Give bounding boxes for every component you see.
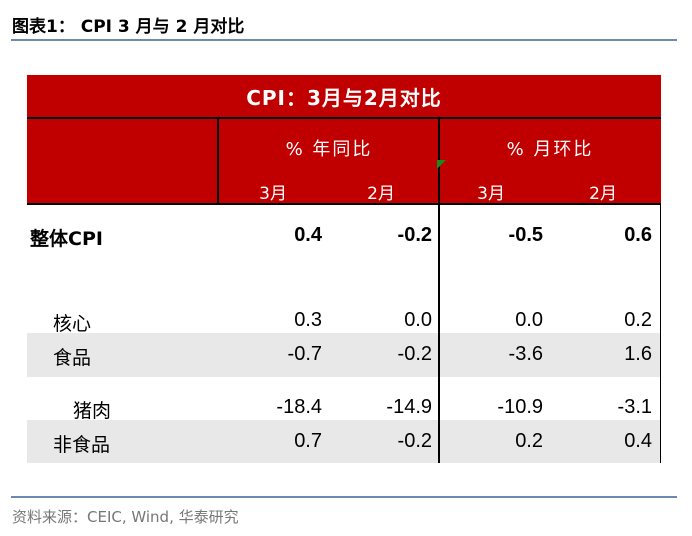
cell: 0.2: [624, 309, 652, 331]
cell: 0.3: [294, 309, 322, 331]
row-label: 猪肉: [73, 400, 112, 422]
cell: -14.9: [386, 396, 432, 418]
table-row: 整体CPI 0.4 -0.2 -0.5 0.6: [27, 214, 661, 257]
cell: 1.6: [624, 343, 652, 365]
cell: -3.6: [508, 343, 543, 365]
cell: 0.7: [294, 430, 322, 452]
table-header: % 年同比 % 月环比 3月 2月 3月 2月: [27, 117, 661, 205]
subheader: 3月: [259, 184, 287, 204]
group-yoy: % 年同比: [285, 139, 373, 160]
cell: -0.5: [508, 224, 543, 246]
table-title: CPI：3月与2月对比: [27, 75, 661, 117]
cell: -0.2: [397, 430, 432, 452]
row-label: 核心: [53, 313, 92, 335]
comment-marker-icon: [437, 160, 446, 169]
source-note: 资料来源：CEIC, Wind, 华泰研究: [12, 508, 239, 526]
cell: -0.2: [397, 343, 432, 365]
divider: [217, 119, 219, 205]
table-row: 食品 -0.7 -0.2 -3.6 1.6: [27, 333, 661, 377]
subheader: 2月: [367, 184, 395, 204]
cell: 0.0: [515, 309, 543, 331]
cell: 0.2: [515, 430, 543, 452]
cell: -3.1: [617, 396, 652, 418]
subheader: 2月: [589, 184, 617, 204]
table-row: 核心 0.3 0.0 0.0 0.2: [27, 299, 661, 342]
cell: 0.0: [404, 309, 432, 331]
figure-title: 图表1： CPI 3 月与 2 月对比: [12, 17, 245, 37]
row-label: 食品: [53, 347, 92, 369]
divider: [438, 205, 440, 463]
row-label: 整体CPI: [30, 228, 103, 250]
table-row: 非食品 0.7 -0.2 0.2 0.4: [27, 420, 661, 463]
table-row: 猪肉 -18.4 -14.9 -10.9 -3.1: [27, 386, 661, 429]
cell: -0.7: [287, 343, 322, 365]
top-rule: [11, 39, 677, 41]
cell: -18.4: [276, 396, 322, 418]
row-label: 非食品: [53, 434, 111, 456]
group-mom: % 月环比: [506, 139, 594, 160]
cell: -0.2: [397, 224, 432, 246]
subheader: 3月: [477, 184, 505, 204]
cell: 0.6: [624, 224, 652, 246]
right-border: [660, 205, 661, 463]
cell: 0.4: [294, 224, 322, 246]
cell: 0.4: [624, 430, 652, 452]
cell: -10.9: [497, 396, 543, 418]
bottom-rule: [11, 496, 677, 498]
